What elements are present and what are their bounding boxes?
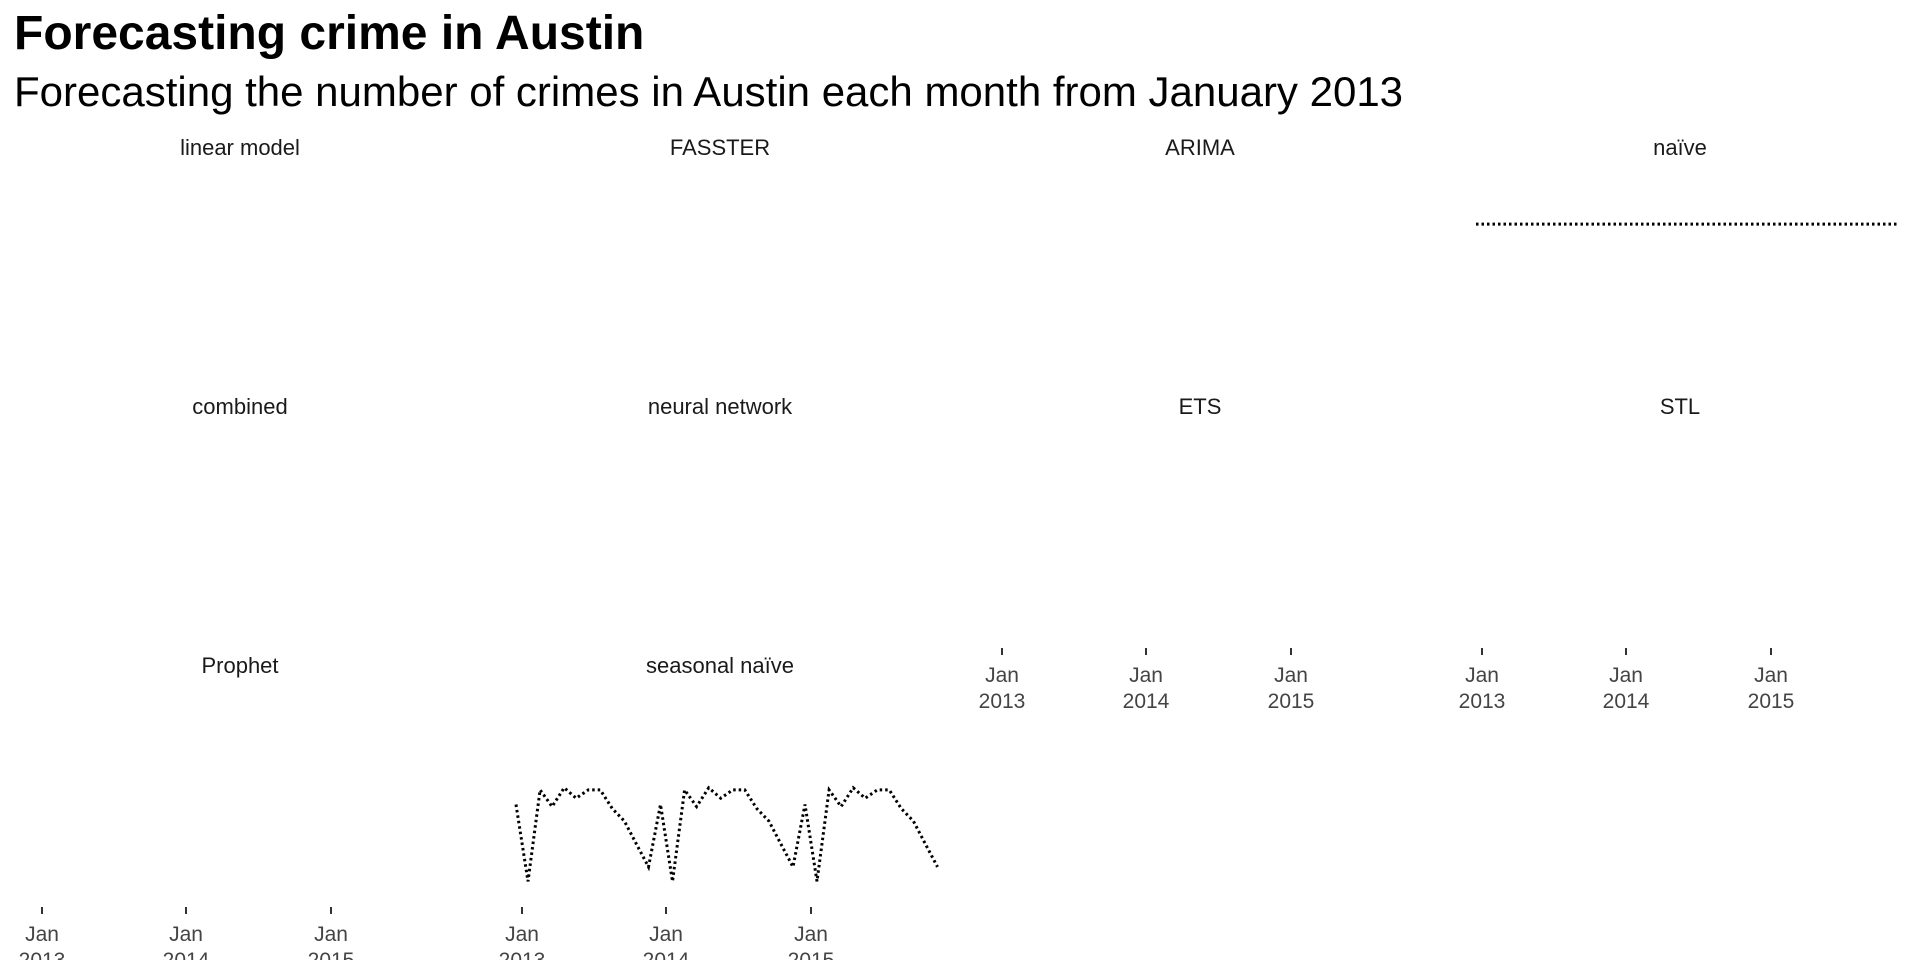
facet-combined: combined: [192, 394, 287, 419]
facet-label: ARIMA: [1165, 135, 1235, 160]
x-tick-label: 2013: [499, 949, 546, 960]
x-tick-label: Jan: [1609, 664, 1643, 687]
facet-naive: naïve: [1476, 135, 1898, 226]
x-tick-label: Jan: [314, 923, 348, 946]
x-tick-label: 2013: [979, 690, 1026, 713]
facet-ets: ETS Jan 2013 Jan 2014 Jan 2015: [979, 394, 1315, 713]
x-tick-label: 2014: [163, 949, 210, 960]
x-tick-label: 2013: [19, 949, 66, 960]
x-tick-label: Jan: [1465, 664, 1499, 687]
facet-arima: ARIMA: [1165, 135, 1235, 160]
facet-label: ETS: [1179, 394, 1222, 419]
facet-neural-network: neural network: [648, 394, 793, 419]
facet-seasonal-naive: seasonal naïve Jan 2013 Jan 2014 Jan 2015: [499, 653, 939, 960]
chart-subtitle: Forecasting the number of crimes in Aust…: [14, 68, 1404, 115]
facet-label: naïve: [1653, 135, 1707, 160]
facet-label: linear model: [180, 135, 300, 160]
x-tick-label: Jan: [169, 923, 203, 946]
x-tick-label: 2014: [1603, 690, 1650, 713]
facet-label: combined: [192, 394, 287, 419]
facet-fasster: FASSTER: [670, 135, 770, 160]
x-tick-label: Jan: [794, 923, 828, 946]
facet-label: neural network: [648, 394, 793, 419]
x-tick-label: Jan: [1754, 664, 1788, 687]
series-line: [514, 785, 939, 882]
facet-label: STL: [1660, 394, 1700, 419]
x-tick-label: Jan: [1274, 664, 1308, 687]
x-tick-label: 2015: [1268, 690, 1315, 713]
facet-linear-model: linear model: [180, 135, 300, 160]
x-tick-label: 2015: [1748, 690, 1795, 713]
facet-stl: STL Jan 2013 Jan 2014 Jan 2015: [1459, 394, 1795, 713]
x-tick-label: Jan: [649, 923, 683, 946]
x-tick-label: 2015: [788, 949, 835, 960]
x-tick-label: Jan: [505, 923, 539, 946]
x-tick-label: 2015: [308, 949, 355, 960]
facet-label: FASSTER: [670, 135, 770, 160]
x-tick-label: 2014: [643, 949, 690, 960]
x-tick-label: 2013: [1459, 690, 1506, 713]
x-tick-label: Jan: [985, 664, 1019, 687]
x-tick-label: Jan: [1129, 664, 1163, 687]
chart-title: Forecasting crime in Austin: [14, 7, 645, 60]
facet-prophet: Prophet Jan 2013 Jan 2014 Jan 2015: [19, 653, 355, 960]
facet-label: Prophet: [201, 653, 278, 678]
x-tick-label: Jan: [25, 923, 59, 946]
x-tick-label: 2014: [1123, 690, 1170, 713]
facet-label: seasonal naïve: [646, 653, 794, 678]
